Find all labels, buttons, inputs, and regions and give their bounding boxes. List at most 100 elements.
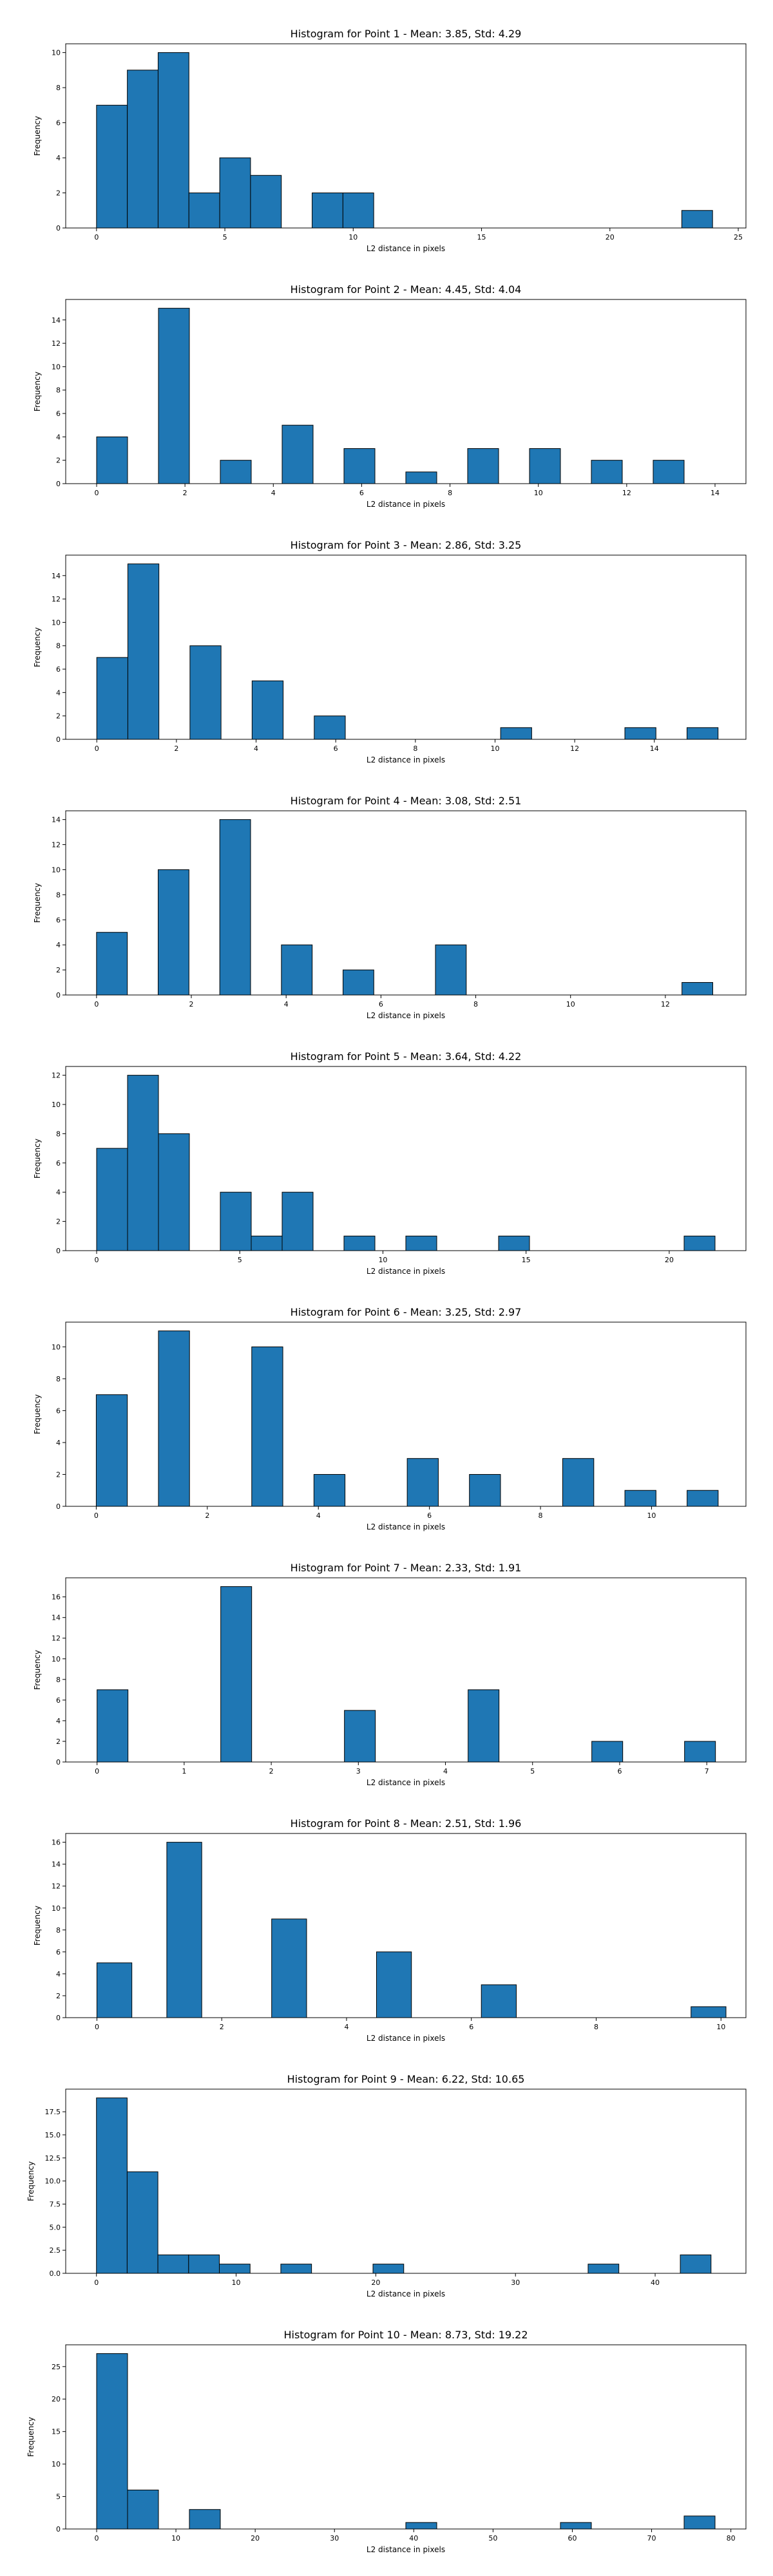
x-axis-label: L2 distance in pixels	[367, 755, 445, 764]
histogram-chart: Histogram for Point 5 - Mean: 3.64, Std:…	[33, 1050, 747, 1276]
y-axis-label: Frequency	[26, 2161, 35, 2201]
y-tick-label: 10	[52, 363, 61, 371]
chart-title: Histogram for Point 8 - Mean: 2.51, Std:…	[291, 1817, 522, 1830]
y-tick-label: 0	[56, 224, 61, 232]
x-tick-label: 6	[617, 1767, 622, 1776]
y-tick-label: 0	[56, 1247, 61, 1255]
histogram-bar	[282, 424, 314, 484]
x-tick-label: 30	[330, 2534, 339, 2543]
histogram-bar	[683, 1235, 716, 1251]
histogram-bar	[220, 1191, 252, 1251]
plot-frame	[65, 1066, 747, 1251]
y-tick-label: 8	[56, 386, 61, 395]
y-tick-label: 16	[52, 1593, 61, 1602]
x-tick-label: 2	[183, 489, 187, 497]
y-tick-label: 2	[56, 1738, 61, 1746]
y-tick-label: 0	[56, 991, 61, 999]
histogram-chart: Histogram for Point 1 - Mean: 3.85, Std:…	[33, 28, 747, 253]
x-tick-label: 7	[705, 1767, 709, 1776]
x-tick-label: 0	[94, 233, 99, 242]
x-tick-label: 8	[448, 489, 452, 497]
y-tick-label: 4	[56, 1188, 61, 1197]
x-tick-label: 2	[220, 2023, 224, 2031]
y-tick-label: 10	[52, 618, 61, 627]
x-tick-label: 8	[413, 744, 417, 753]
plot-frame	[65, 810, 747, 996]
x-tick-label: 6	[427, 1511, 432, 1520]
y-tick-label: 2	[56, 457, 61, 465]
x-tick-label: 20	[371, 2278, 380, 2287]
y-tick-label: 10	[52, 1101, 61, 1109]
y-tick-label: 14	[52, 572, 61, 580]
plot-frame	[65, 2344, 747, 2530]
y-tick-label: 15	[52, 2428, 61, 2436]
histogram-bar	[481, 1984, 517, 2018]
x-tick-label: 15	[477, 233, 486, 242]
histogram-bar	[95, 1394, 128, 1507]
y-tick-label: 12	[52, 339, 61, 348]
y-tick-label: 15.0	[45, 2131, 61, 2139]
y-tick-label: 6	[56, 119, 61, 128]
histogram-bar	[96, 657, 128, 740]
y-tick-label: 0	[56, 2014, 61, 2022]
y-tick-label: 0	[56, 2525, 61, 2533]
histogram-bar	[686, 727, 719, 740]
histogram-bar	[189, 645, 222, 740]
histogram-chart: Histogram for Point 8 - Mean: 2.51, Std:…	[33, 1817, 747, 2043]
x-axis-label: L2 distance in pixels	[367, 1267, 445, 1276]
x-tick-label: 3	[356, 1767, 361, 1776]
y-tick-label: 14	[52, 816, 61, 824]
x-tick-label: 0	[95, 1767, 99, 1776]
plot-frame	[65, 2088, 747, 2274]
y-tick-label: 6	[56, 916, 61, 924]
x-tick-label: 1	[182, 1767, 186, 1776]
y-tick-label: 8	[56, 1926, 61, 1935]
histogram-chart: Histogram for Point 9 - Mean: 6.22, Std:…	[26, 2073, 747, 2298]
histogram-bar	[219, 2264, 251, 2274]
histogram-bar	[342, 193, 374, 229]
histogram-chart: Histogram for Point 2 - Mean: 4.45, Std:…	[33, 283, 747, 509]
histogram-chart: Histogram for Point 7 - Mean: 2.33, Std:…	[33, 1562, 747, 1787]
histogram-bar	[591, 1741, 624, 1763]
histogram-bar	[127, 1075, 159, 1251]
histogram-bar	[157, 869, 189, 996]
plot-frame	[65, 299, 747, 484]
x-tick-label: 5	[223, 233, 227, 242]
histogram-bar	[560, 2522, 592, 2530]
x-tick-label: 4	[316, 1511, 321, 1520]
y-tick-label: 4	[56, 688, 61, 697]
histogram-bar	[281, 944, 313, 996]
y-tick-label: 12	[52, 1882, 61, 1891]
y-tick-label: 14	[52, 316, 61, 325]
y-axis-label: Frequency	[33, 1650, 42, 1690]
chart-title: Histogram for Point 1 - Mean: 3.85, Std:…	[291, 28, 522, 40]
histogram-bar	[624, 1490, 656, 1507]
x-tick-label: 10	[348, 233, 358, 242]
x-tick-label: 20	[251, 2534, 260, 2543]
y-axis-label: Frequency	[33, 116, 42, 156]
plot-frame	[65, 554, 747, 740]
x-tick-label: 8	[539, 1511, 543, 1520]
x-tick-label: 10	[490, 744, 499, 753]
histogram-bar	[96, 1962, 133, 2018]
y-tick-label: 12	[52, 595, 61, 603]
y-tick-label: 6	[56, 1406, 61, 1415]
y-tick-label: 16	[52, 1839, 61, 1847]
x-tick-label: 10	[647, 1511, 656, 1520]
histogram-bar	[219, 819, 251, 996]
histogram-bar	[126, 2171, 158, 2274]
histogram-bar	[680, 2254, 712, 2274]
plot-frame	[65, 43, 747, 229]
x-tick-label: 4	[344, 2023, 348, 2031]
histogram-bar	[687, 1490, 719, 1507]
histogram-bar	[342, 969, 374, 996]
histogram-bar	[498, 1235, 530, 1251]
chart-title: Histogram for Point 4 - Mean: 3.08, Std:…	[291, 795, 522, 807]
histogram-bar	[158, 308, 190, 484]
x-tick-label: 0	[95, 489, 99, 497]
y-tick-label: 4	[56, 433, 61, 441]
y-tick-label: 0	[56, 1758, 61, 1766]
histogram-bar	[624, 727, 656, 740]
y-tick-label: 10.0	[45, 2177, 61, 2186]
y-tick-label: 25	[52, 2363, 61, 2371]
